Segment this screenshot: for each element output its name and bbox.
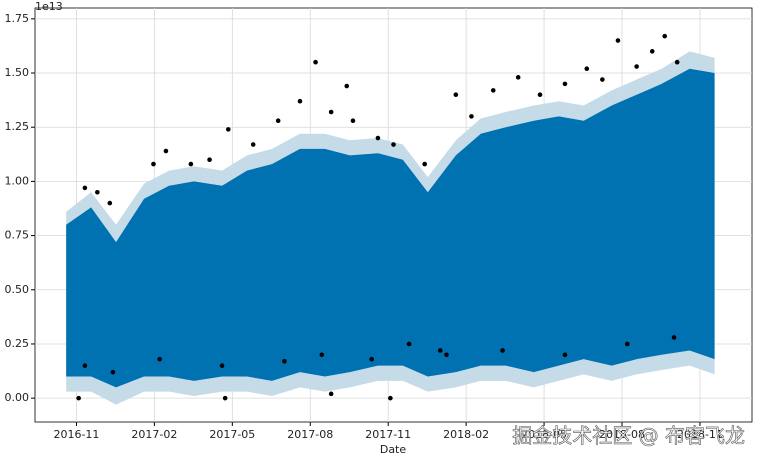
observation [219, 363, 225, 368]
observation [391, 142, 396, 147]
observation [319, 352, 325, 358]
observation [375, 135, 381, 141]
observation [297, 98, 303, 104]
observation [157, 356, 162, 362]
y-tick-label: 1.75 [5, 12, 30, 25]
x-tick-label: 2018-08 [599, 428, 645, 441]
y-tick-label: 1.50 [5, 66, 30, 79]
y-tick-label: 0.25 [5, 337, 30, 350]
observation [82, 185, 88, 191]
watermark: 掘金技术社区 @ 布客飞龙 [512, 424, 745, 448]
y-tick-label: 0.75 [5, 229, 30, 242]
observation [222, 395, 228, 401]
observation [328, 109, 334, 115]
observation [584, 66, 590, 71]
y-tick-label: 0.00 [5, 391, 30, 404]
x-tick-label: 2017-05 [209, 428, 255, 441]
x-tick-label: 2017-02 [131, 428, 177, 441]
observation [615, 38, 621, 43]
observation [110, 369, 116, 375]
observation [674, 59, 680, 65]
x-axis-label: Date [380, 443, 407, 456]
observation [422, 161, 427, 167]
x-tick-label: 2016-11 [53, 428, 99, 441]
observation [634, 64, 639, 69]
observation [649, 49, 655, 54]
x-tick-label: 2017-11 [365, 428, 411, 441]
observation [163, 148, 169, 154]
observation [225, 127, 231, 132]
observation [444, 352, 449, 358]
x-tick-label: 2018-02 [443, 428, 489, 441]
observation [188, 161, 194, 167]
observation [207, 157, 212, 163]
offset-label: 1e13 [35, 0, 63, 13]
observation [250, 142, 256, 147]
observation [625, 341, 630, 347]
observation [344, 83, 350, 89]
observation [95, 189, 100, 195]
x-tick-label: 2018-11 [677, 428, 723, 441]
observation [437, 348, 443, 353]
forecast-band [66, 68, 715, 388]
observation [313, 59, 318, 65]
observation [406, 341, 412, 347]
observation [490, 88, 496, 93]
observation [500, 348, 505, 353]
observation [82, 363, 88, 368]
y-tick-label: 1.00 [5, 174, 30, 187]
observation [350, 118, 356, 124]
x-tick-label: 2017-08 [287, 428, 333, 441]
observation [469, 114, 474, 119]
observation [453, 92, 459, 98]
observation [600, 77, 605, 82]
observation [537, 92, 543, 98]
observation [282, 359, 287, 364]
x-tick-label: 2018-05 [521, 428, 567, 441]
y-tick-label: 1.25 [5, 120, 30, 133]
observation [275, 118, 281, 124]
y-tick-label: 0.50 [5, 283, 30, 296]
observation [671, 335, 677, 340]
plot-frame [34, 7, 753, 423]
observation [76, 395, 81, 401]
observation [662, 33, 668, 39]
observation [369, 356, 374, 362]
observation [515, 75, 521, 80]
observation [562, 352, 568, 358]
observation [107, 200, 113, 206]
observation [562, 81, 568, 87]
observation [328, 391, 334, 397]
observation [388, 395, 393, 401]
observation [151, 161, 156, 167]
